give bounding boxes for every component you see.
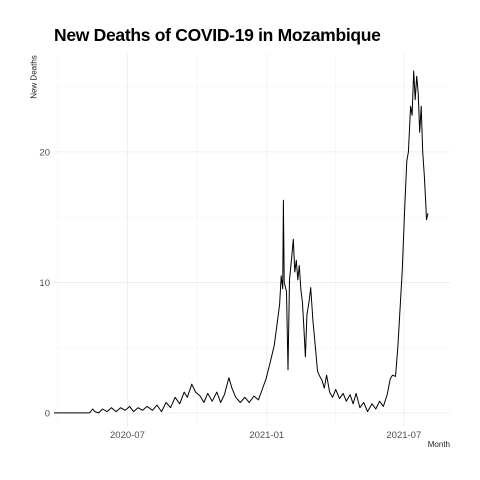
major-gridlines	[54, 54, 450, 426]
series-line	[54, 71, 428, 413]
y-tick-label: 0	[45, 408, 50, 419]
tick-labels: 0 10 20 2020-07 2021-01 2021-07	[39, 147, 421, 441]
minor-gridlines	[54, 54, 450, 426]
x-tick-label: 2021-07	[386, 430, 421, 441]
x-tick-label: 2020-07	[110, 430, 145, 441]
x-tick-label: 2021-01	[249, 430, 284, 441]
y-tick-label: 20	[39, 147, 50, 158]
y-tick-label: 10	[39, 278, 50, 289]
